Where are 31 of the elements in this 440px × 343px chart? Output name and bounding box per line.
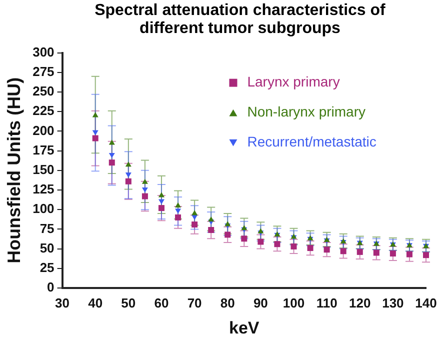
y-axis-title: Hounsfield Units (HU)	[4, 77, 24, 264]
x-tick-label: 90	[253, 295, 268, 310]
y-tick-label: 225	[32, 103, 54, 118]
y-tick-label: 75	[40, 220, 54, 236]
x-tick-label: 70	[187, 295, 202, 310]
y-tick-label: 50	[40, 240, 54, 256]
legend-label: Larynx primary	[247, 74, 340, 90]
y-tick-label: 175	[32, 142, 54, 158]
x-tick-label: 100	[282, 295, 305, 310]
x-tick-label: 80	[220, 295, 235, 310]
chart-title: Spectral attenuation characteristics of different tumor subgroups	[94, 1, 386, 39]
x-axis-title: keV	[229, 318, 260, 338]
x-tick-label: 140	[415, 295, 437, 310]
y-tick-label: 25	[40, 260, 54, 275]
legend-label: Non-larynx primary	[247, 104, 366, 120]
y-tick-label: 125	[32, 182, 54, 197]
x-tick-label: 60	[154, 295, 169, 310]
y-tick-label: 100	[32, 201, 54, 216]
legend-label: Recurrent/metastatic	[247, 134, 376, 150]
x-tick-label: 40	[88, 295, 103, 310]
x-tick-label: 120	[349, 295, 371, 310]
x-tick-label: 130	[382, 295, 404, 310]
x-tick-label: 110	[316, 295, 338, 310]
y-tick-label: 300	[32, 44, 54, 60]
x-tick-label: 30	[55, 295, 70, 310]
y-tick-label: 0	[47, 280, 54, 295]
y-tick-label: 150	[32, 162, 54, 177]
y-tick-label: 275	[32, 64, 54, 79]
y-tick-label: 250	[32, 84, 54, 99]
x-tick-label: 50	[121, 295, 136, 310]
y-tick-label: 200	[32, 122, 54, 138]
